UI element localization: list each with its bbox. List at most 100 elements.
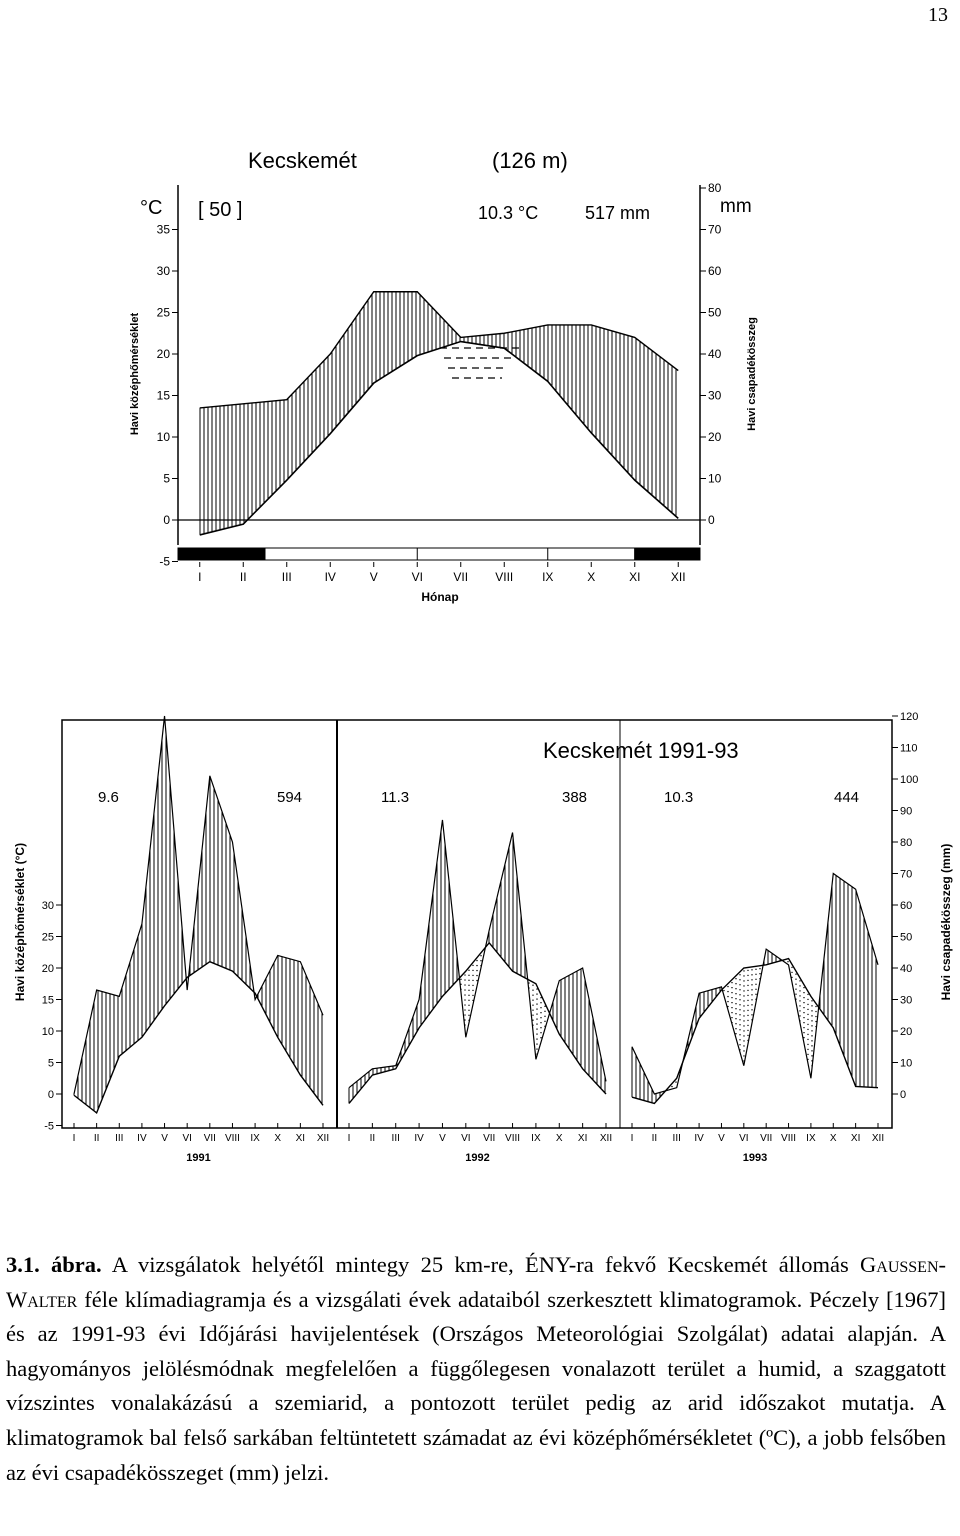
panel-1993-dot [759, 973, 761, 975]
panel-1993-dot [755, 983, 757, 985]
panel-1993-dot [743, 1025, 745, 1027]
panel-1992-dot [468, 1014, 470, 1016]
panel-1993-dot [743, 1010, 745, 1012]
panel-1993-dot [735, 978, 737, 980]
panel-1993-dot [739, 1044, 741, 1046]
panel-1993-dot [751, 974, 753, 976]
panel-1993-dot [739, 1039, 741, 1041]
panel-1993-dot [743, 985, 745, 987]
right-tick-label: 50 [708, 306, 722, 320]
panel-1992-dot [480, 960, 482, 962]
panel-1992-dot [536, 1043, 538, 1045]
panel-1993-dot [815, 1010, 817, 1013]
panel-1993-dot [795, 993, 797, 995]
right-tick-label: 0 [708, 513, 715, 527]
panel-1992-dot [468, 979, 470, 981]
right-tick-label: 10 [900, 1058, 912, 1070]
panel-1992-dot [536, 993, 538, 995]
month-label: III [392, 1133, 400, 1144]
panel-1993-dot [743, 1000, 745, 1002]
panel-1993-dot [803, 1036, 805, 1039]
panel-1993-dot [739, 1024, 741, 1026]
panel-1993-dot [787, 961, 789, 963]
panel-1993-dot [803, 1011, 805, 1014]
month-label: I [631, 1133, 634, 1144]
month-label: IX [542, 570, 553, 584]
panel-1993-dot [747, 984, 749, 987]
month-label: X [556, 1133, 563, 1144]
panel-1993-dot [731, 986, 733, 989]
year-label-1991: 1991 [186, 1152, 210, 1164]
temp-unit: °C [140, 197, 162, 219]
temperature-line-1993 [631, 957, 879, 1105]
panel-1993-dot [807, 998, 809, 1001]
panel-1992-dot [540, 1002, 542, 1004]
panel-1993-dot [755, 968, 757, 970]
panel-1993-dot [799, 990, 801, 992]
left-tick-label: 10 [42, 1026, 54, 1038]
panel-1992-dot [472, 974, 474, 977]
left-tick-label: 20 [42, 963, 54, 975]
right-tick-label: 80 [708, 181, 722, 195]
panel-1993-dot [807, 1048, 809, 1051]
right-tick-label: 110 [900, 743, 918, 755]
panel-1992-dot [468, 989, 470, 991]
panel-1993-dot [743, 1050, 745, 1052]
panel-1993-dot [723, 989, 725, 992]
panel-1993-dot [731, 1006, 733, 1009]
panel-1993-dot [815, 1015, 817, 1018]
right-tick-label: 50 [900, 932, 912, 944]
panel-1993-dot [743, 1030, 745, 1032]
panel-1993-dot [791, 971, 793, 974]
right-tick-label: 100 [900, 774, 918, 786]
month-label: XI [851, 1133, 860, 1144]
panel-1993-dot [735, 1028, 737, 1030]
panel-1993-dot [731, 1001, 733, 1004]
caption-text-1: A vizsgálatok helyétől mintegy 25 km-re,… [101, 1252, 861, 1277]
month-label: VII [760, 1133, 772, 1144]
month-label: VI [739, 1133, 748, 1144]
panel-1993-dot [739, 1014, 741, 1016]
left-tick-label: 20 [157, 347, 171, 361]
panel-1993-dot [755, 978, 757, 980]
month-label: I [73, 1133, 76, 1144]
chart-title: Kecskemét [248, 148, 357, 173]
panel-1993-dot [747, 1014, 749, 1017]
panel-1993-dot [747, 989, 749, 992]
temperature-line-1992 [348, 941, 607, 1104]
annual-precip: 517 mm [585, 203, 650, 223]
month-label: VIII [781, 1133, 796, 1144]
left-tick-label: 15 [157, 389, 171, 403]
panel-1993-dot [751, 1014, 753, 1016]
panel-1993-dot [807, 1003, 809, 1006]
panel-1992-dot [536, 1013, 538, 1015]
month-label: V [370, 570, 378, 584]
panel-1993-dot [803, 996, 805, 999]
panel-1993-dot [747, 1004, 749, 1007]
month-label: VII [204, 1133, 216, 1144]
left-tick-label: 0 [163, 513, 170, 527]
panel-1993-dot [743, 1015, 745, 1017]
panel-1992-dot [472, 979, 474, 982]
panel-1992-dot [532, 994, 534, 996]
panel-1993-dot [811, 1045, 813, 1047]
panel-1992-dot [544, 1020, 546, 1023]
month-label: XII [317, 1133, 329, 1144]
panel-1992-dot [544, 1015, 546, 1018]
panel-1993-dot [807, 1043, 809, 1046]
caption-dash: - [938, 1252, 947, 1277]
caption-label: 3.1. ábra. [6, 1252, 102, 1277]
month-label: IV [414, 1133, 424, 1144]
month-label: XI [296, 1133, 305, 1144]
panel-1993-dot [747, 999, 749, 1002]
panel-1992-dot [468, 969, 470, 971]
left-tick-label: 25 [42, 932, 54, 944]
panel-1993-dot [811, 1055, 813, 1057]
month-label: IV [694, 1133, 704, 1144]
panel-1992-dot [476, 979, 478, 982]
right-tick-label: 120 [900, 711, 918, 723]
panel-1993-dot [811, 1020, 813, 1022]
panel-1993-dot [799, 1010, 801, 1012]
left-tick-label: 5 [163, 472, 170, 486]
panel-1993-dot [747, 994, 749, 997]
